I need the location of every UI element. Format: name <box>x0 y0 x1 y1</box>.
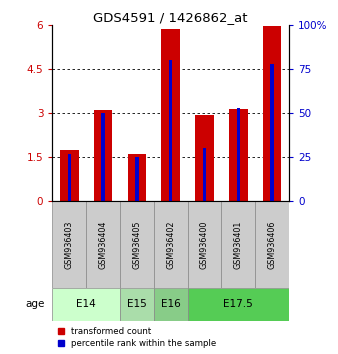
Bar <box>162 29 180 201</box>
Bar <box>101 113 105 201</box>
Title: GDS4591 / 1426862_at: GDS4591 / 1426862_at <box>93 11 248 24</box>
Bar <box>52 288 120 321</box>
Text: GSM936401: GSM936401 <box>234 220 243 269</box>
Text: GSM936404: GSM936404 <box>99 220 107 269</box>
Bar <box>188 201 221 288</box>
Text: age: age <box>26 299 45 309</box>
Bar <box>203 148 206 201</box>
Bar <box>60 150 78 201</box>
Text: GSM936400: GSM936400 <box>200 220 209 269</box>
Bar <box>255 201 289 288</box>
Bar <box>135 157 139 201</box>
Text: GSM936405: GSM936405 <box>132 220 141 269</box>
Bar <box>52 201 86 288</box>
Bar <box>169 60 172 201</box>
Bar <box>128 154 146 201</box>
Text: GSM936406: GSM936406 <box>268 220 276 269</box>
Legend: transformed count, percentile rank within the sample: transformed count, percentile rank withi… <box>54 324 219 351</box>
Text: GSM936403: GSM936403 <box>65 220 74 269</box>
Bar <box>237 108 240 201</box>
Bar <box>68 154 71 201</box>
Bar <box>154 288 188 321</box>
Bar <box>263 26 281 201</box>
Text: E17.5: E17.5 <box>223 299 253 309</box>
Text: GSM936402: GSM936402 <box>166 220 175 269</box>
Bar <box>229 109 247 201</box>
Bar <box>188 288 289 321</box>
Text: E15: E15 <box>127 299 147 309</box>
Bar <box>120 288 154 321</box>
Bar <box>86 201 120 288</box>
Text: E16: E16 <box>161 299 180 309</box>
Bar <box>120 201 154 288</box>
Bar <box>154 201 188 288</box>
Text: E14: E14 <box>76 299 96 309</box>
Bar <box>270 64 274 201</box>
Bar <box>221 201 255 288</box>
Bar <box>195 115 214 201</box>
Bar <box>94 110 113 201</box>
